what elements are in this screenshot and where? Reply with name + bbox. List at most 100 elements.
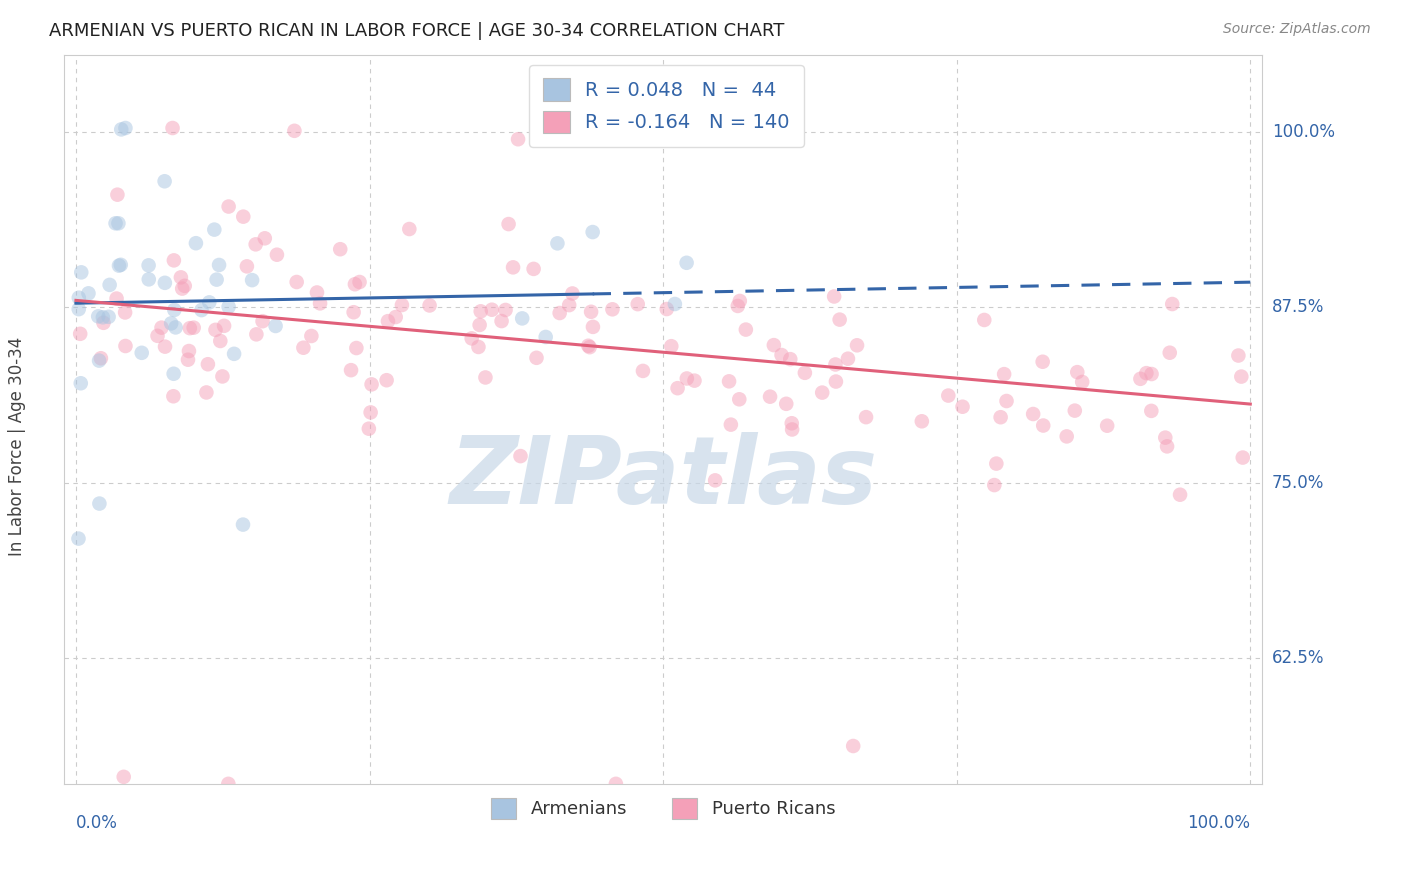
Point xyxy=(344,341,367,355)
Point xyxy=(579,305,602,319)
Point xyxy=(1063,403,1085,417)
Point xyxy=(377,314,399,328)
Point xyxy=(548,306,571,320)
Point xyxy=(162,389,184,403)
Point xyxy=(1232,450,1254,465)
Point xyxy=(842,739,865,753)
Point xyxy=(69,376,91,391)
Point xyxy=(1066,365,1088,379)
Point xyxy=(67,532,90,546)
Point xyxy=(664,297,686,311)
Point xyxy=(460,331,482,345)
Point xyxy=(780,422,803,436)
Point xyxy=(340,363,363,377)
Point xyxy=(69,326,91,341)
Point xyxy=(734,322,756,336)
Point xyxy=(770,348,793,362)
Point xyxy=(360,405,382,419)
Point xyxy=(112,770,135,784)
Point xyxy=(173,278,195,293)
Point xyxy=(558,298,581,312)
Point xyxy=(264,318,287,333)
Point xyxy=(222,347,245,361)
Point xyxy=(775,397,797,411)
Point xyxy=(305,285,328,300)
Point xyxy=(183,320,205,334)
Point xyxy=(90,351,112,366)
Point xyxy=(728,392,751,407)
Point xyxy=(232,517,254,532)
Point xyxy=(779,352,801,367)
Point xyxy=(718,374,741,388)
Point xyxy=(163,367,186,381)
Point xyxy=(546,236,568,251)
Point xyxy=(146,328,169,343)
Point xyxy=(343,277,366,292)
Point xyxy=(502,260,524,275)
Text: Source: ZipAtlas.com: Source: ZipAtlas.com xyxy=(1223,22,1371,37)
Point xyxy=(177,344,200,359)
Point xyxy=(202,222,225,236)
Point xyxy=(1140,367,1163,381)
Point xyxy=(77,286,100,301)
Point xyxy=(114,339,136,353)
Point xyxy=(720,417,742,432)
Point xyxy=(245,327,267,342)
Point xyxy=(150,320,173,334)
Point xyxy=(357,422,380,436)
Point xyxy=(208,258,231,272)
Point xyxy=(1022,407,1045,421)
Point xyxy=(1227,349,1250,363)
Point xyxy=(360,377,382,392)
Point xyxy=(1032,418,1054,433)
Point xyxy=(825,375,848,389)
Point xyxy=(110,258,132,272)
Text: 0.0%: 0.0% xyxy=(76,814,118,832)
Point xyxy=(983,478,1005,492)
Point xyxy=(87,353,110,368)
Point xyxy=(728,293,751,308)
Point xyxy=(245,237,267,252)
Point xyxy=(759,390,782,404)
Point xyxy=(165,320,187,334)
Point xyxy=(952,400,974,414)
Text: 100.0%: 100.0% xyxy=(1187,814,1250,832)
Point xyxy=(309,296,332,310)
Point xyxy=(659,339,682,353)
Point xyxy=(911,414,934,428)
Point xyxy=(384,310,406,324)
Point xyxy=(184,236,207,251)
Point xyxy=(602,302,624,317)
Point xyxy=(936,388,959,402)
Point xyxy=(491,314,513,328)
Point xyxy=(179,321,201,335)
Point xyxy=(89,497,111,511)
Point xyxy=(1161,297,1184,311)
Point xyxy=(837,351,859,366)
Point xyxy=(704,474,727,488)
Point xyxy=(87,310,110,324)
Point xyxy=(218,300,240,314)
Point xyxy=(855,410,877,425)
Point xyxy=(1135,366,1157,380)
Point xyxy=(292,341,315,355)
Point xyxy=(1095,418,1118,433)
Text: 87.5%: 87.5% xyxy=(1272,299,1324,317)
Point xyxy=(232,210,254,224)
Point xyxy=(153,276,176,290)
Point xyxy=(108,259,131,273)
Point xyxy=(762,338,785,352)
Point xyxy=(995,394,1018,409)
Point xyxy=(138,258,160,272)
Point xyxy=(283,124,305,138)
Point xyxy=(467,340,489,354)
Point xyxy=(217,777,239,791)
Point xyxy=(1056,429,1078,443)
Text: 100.0%: 100.0% xyxy=(1272,123,1334,141)
Point xyxy=(1071,375,1094,389)
Point xyxy=(138,272,160,286)
Point xyxy=(153,340,176,354)
Point xyxy=(986,457,1008,471)
Point xyxy=(266,248,288,262)
Point xyxy=(107,187,129,202)
